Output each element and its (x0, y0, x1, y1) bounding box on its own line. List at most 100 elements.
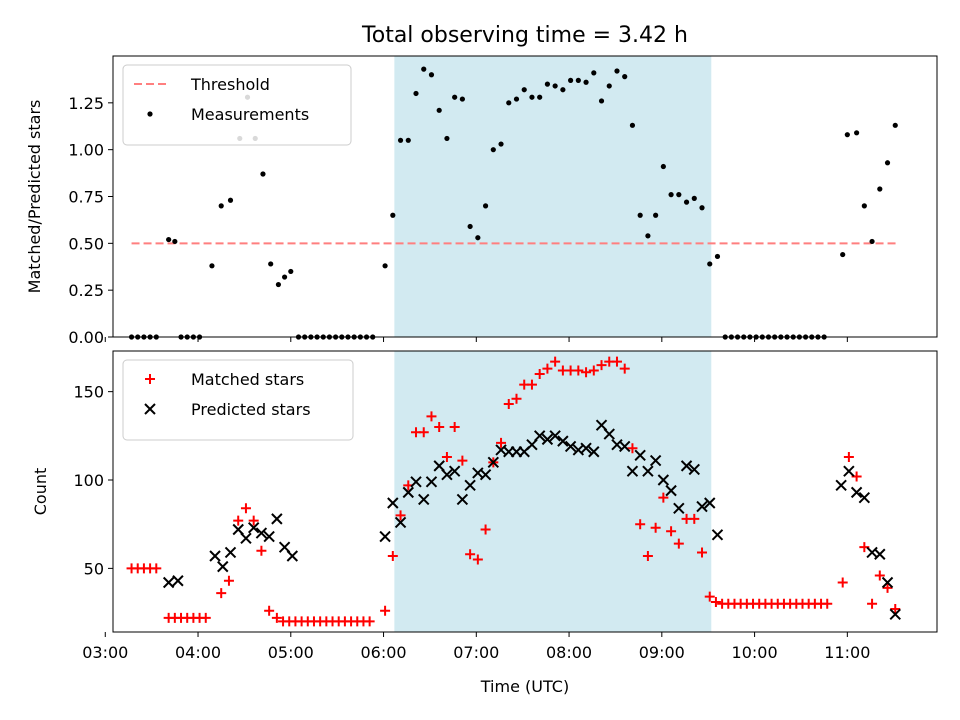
axes-frame (112, 350, 938, 633)
y-tick-label: 100 (73, 471, 104, 490)
data-point (844, 132, 850, 138)
data-point (843, 465, 855, 477)
legend: Threshold Measurements (122, 64, 352, 146)
data-point (557, 435, 569, 447)
data-point (268, 261, 274, 267)
data-point (465, 549, 476, 560)
legend-box (122, 64, 352, 146)
x-tick-label: 04:00 (175, 643, 221, 662)
data-point (611, 356, 622, 367)
data-point (884, 160, 891, 166)
data-point (162, 576, 175, 589)
x-tick-label: 08:00 (546, 643, 592, 662)
data-point (614, 68, 620, 74)
data-point (449, 421, 460, 432)
data-point (653, 212, 659, 218)
data-point (665, 484, 677, 497)
data-point (480, 524, 491, 535)
data-point (379, 530, 391, 543)
data-point (657, 474, 670, 486)
data-point (573, 365, 584, 376)
data-point (583, 79, 589, 85)
data-point (660, 163, 666, 170)
x-tick-label: 10:00 (732, 643, 778, 662)
data-point (364, 616, 375, 627)
data-point (286, 550, 299, 562)
data-point (550, 356, 561, 367)
data-point (619, 363, 630, 374)
observing-window-shading (394, 351, 712, 632)
data-point (200, 612, 211, 623)
data-point (382, 263, 388, 269)
data-point (240, 532, 252, 545)
chart-title: Total observing time = 3.42 h (361, 23, 688, 48)
data-point (704, 497, 716, 509)
data-point (668, 192, 674, 198)
data-point (591, 70, 597, 76)
data-point (580, 442, 592, 454)
data-point (619, 440, 631, 453)
data-point (395, 510, 406, 521)
x-tick-label: 11:00 (824, 643, 870, 662)
data-point (835, 479, 847, 492)
data-point (472, 554, 483, 565)
observing-window-shading (394, 56, 712, 337)
data-point (288, 268, 294, 275)
data-point (882, 582, 893, 593)
data-point (479, 469, 492, 481)
y-tick-label: 0.00 (68, 328, 104, 347)
data-point (529, 94, 535, 100)
data-point (394, 516, 407, 529)
data-point (387, 497, 399, 509)
data-point (444, 135, 450, 142)
data-point (711, 529, 724, 541)
data-point (549, 430, 561, 442)
data-point (696, 500, 708, 513)
data-point (521, 87, 527, 93)
series-matched-stars (126, 356, 901, 627)
data-point (534, 368, 545, 379)
data-point (874, 570, 885, 581)
data-point (707, 261, 713, 267)
data-point (629, 122, 636, 128)
data-point (710, 596, 721, 607)
data-point (503, 399, 514, 410)
data-point (850, 486, 863, 499)
data-point (209, 550, 221, 562)
data-point (699, 205, 705, 211)
data-point (650, 522, 661, 533)
data-point (218, 203, 224, 209)
data-point (172, 238, 178, 245)
data-point (637, 212, 643, 218)
y-tick-label: 0.75 (68, 188, 104, 207)
data-point (490, 147, 496, 153)
data-point (151, 563, 162, 574)
data-point (822, 598, 833, 609)
x-tick-label: 09:00 (639, 643, 685, 662)
data-point (626, 465, 639, 477)
data-point (482, 203, 489, 209)
data-point (260, 171, 266, 177)
data-point (405, 137, 411, 143)
data-point (421, 66, 427, 72)
y-tick-label: 50 (84, 559, 104, 578)
data-point (402, 486, 414, 499)
legend-x-swatch (144, 403, 156, 415)
data-point (436, 107, 442, 113)
data-point (874, 548, 886, 560)
data-point (649, 454, 662, 467)
data-point (537, 94, 543, 100)
data-point (533, 430, 546, 442)
data-point (688, 463, 700, 476)
data-point (691, 195, 697, 201)
data-point (843, 452, 854, 463)
data-point (892, 122, 898, 128)
data-point (459, 96, 465, 102)
series-predicted-stars (162, 419, 901, 621)
data-point (448, 465, 461, 477)
data-point (881, 576, 894, 589)
data-point (837, 577, 848, 588)
data-point (598, 98, 605, 104)
data-point (634, 449, 646, 461)
y-tick-label: 1.25 (68, 94, 104, 113)
